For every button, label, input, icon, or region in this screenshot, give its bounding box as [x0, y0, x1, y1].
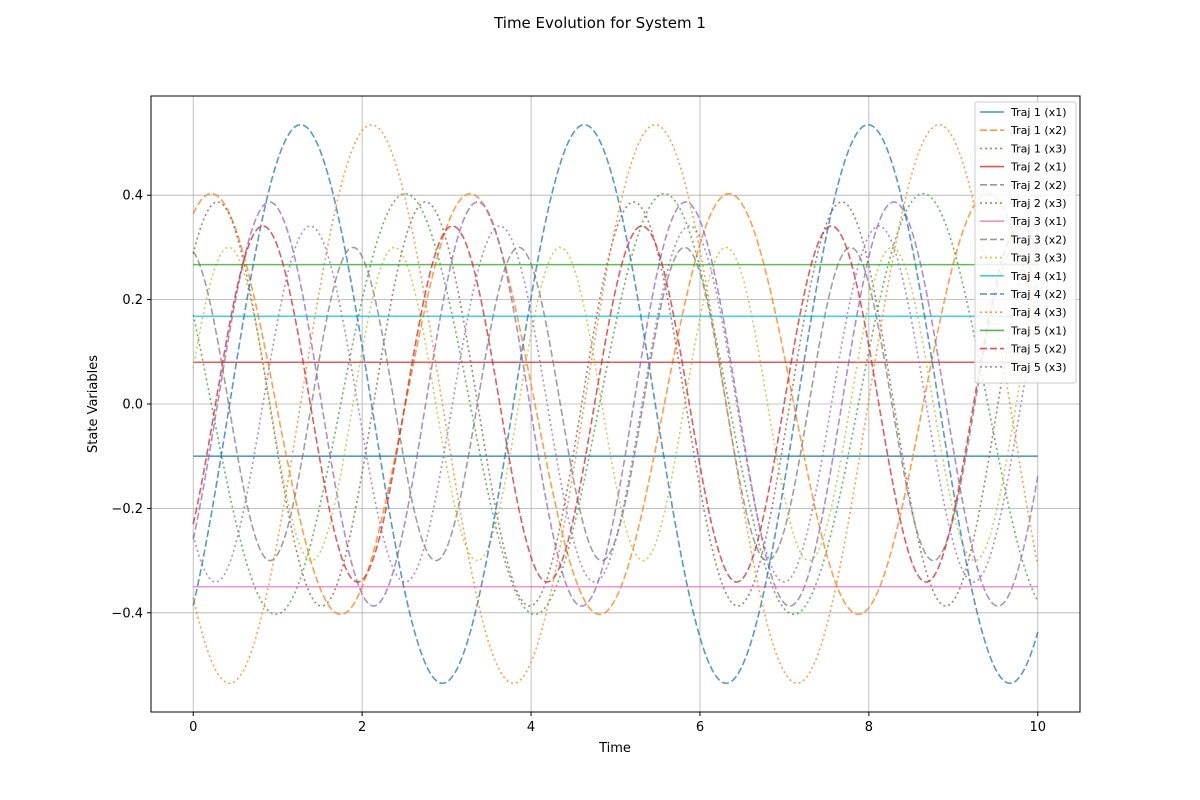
legend-label: Traj 4 (x1) — [1010, 270, 1067, 283]
series-line-9 — [192, 246, 1039, 562]
legend-label: Traj 5 (x2) — [1010, 343, 1067, 356]
legend-label: Traj 1 (x1) — [1010, 106, 1067, 119]
y-tick-label: 0.2 — [122, 293, 143, 308]
series-line-14 — [192, 225, 1039, 583]
series-line-11 — [192, 123, 1039, 685]
legend-label: Traj 5 (x3) — [1010, 361, 1067, 374]
y-axis-label: State Variables — [86, 355, 101, 453]
y-tick-label: −0.2 — [111, 502, 143, 517]
x-tick-label: 0 — [189, 720, 197, 735]
y-tick-label: 0.4 — [122, 189, 143, 204]
legend-label: Traj 2 (x3) — [1010, 197, 1067, 210]
chart-title: Time Evolution for System 1 — [493, 14, 706, 32]
legend-label: Traj 4 (x2) — [1010, 288, 1067, 301]
y-axis: −0.4 −0.2 0.0 0.2 0.4 — [111, 189, 151, 621]
x-tick-label: 4 — [527, 720, 535, 735]
legend-label: Traj 2 (x1) — [1010, 161, 1067, 174]
x-tick-label: 10 — [1029, 720, 1046, 735]
legend-label: Traj 3 (x2) — [1010, 233, 1067, 246]
legend: Traj 1 (x1) Traj 1 (x2) Traj 1 (x3) Traj 2 … — [974, 101, 1077, 384]
series-line-3 — [192, 192, 1039, 616]
legend-label: Traj 2 (x2) — [1010, 179, 1067, 192]
x-axis-label: Time — [598, 741, 631, 756]
x-tick-label: 2 — [358, 720, 366, 735]
legend-label: Traj 1 (x2) — [1010, 124, 1067, 137]
legend-label: Traj 3 (x3) — [1010, 252, 1067, 265]
legend-label: Traj 3 (x1) — [1010, 215, 1067, 228]
y-tick-label: 0.0 — [122, 398, 143, 413]
legend-label: Traj 1 (x3) — [1010, 142, 1067, 155]
x-tick-label: 6 — [696, 720, 704, 735]
plot-lines — [192, 123, 1039, 685]
legend-label: Traj 5 (x1) — [1010, 324, 1067, 337]
series-line-6 — [192, 201, 1039, 607]
series-line-5 — [192, 201, 1039, 607]
x-axis: 0 2 4 6 8 10 — [189, 712, 1046, 735]
legend-label: Traj 4 (x3) — [1010, 306, 1067, 319]
x-tick-label: 8 — [865, 720, 873, 735]
series-line-12 — [192, 123, 1039, 685]
series-line-2 — [192, 192, 1039, 616]
y-tick-label: −0.4 — [111, 606, 143, 621]
